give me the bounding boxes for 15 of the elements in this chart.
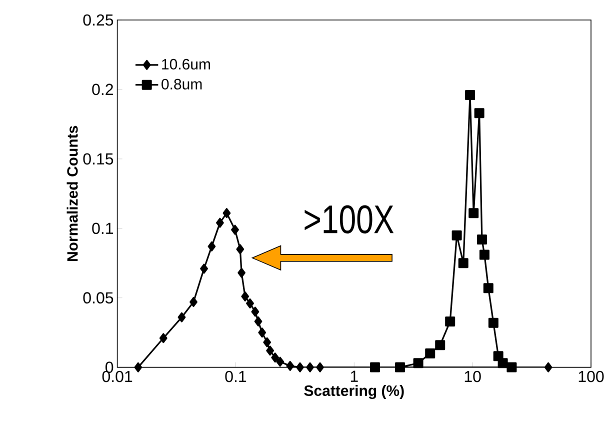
x-tick-label: 1 [350, 370, 358, 382]
x-tick-label: 100 [578, 370, 604, 382]
y-tick-label: 0.15 [83, 153, 114, 165]
legend-label: 10.6um [162, 58, 210, 70]
y-tick-label: 0.2 [92, 84, 113, 96]
x-tick-label: 0.01 [102, 370, 132, 382]
x-tick-label: 10 [464, 370, 481, 382]
x-tick-label: 0.1 [225, 370, 246, 382]
annotation: >100X [304, 205, 394, 234]
y-tick-label: 0.05 [83, 292, 114, 304]
y-axis-title: Normalized Counts [66, 126, 78, 261]
x-axis-title: Scattering (%) [304, 384, 404, 400]
legend-label: 0.8um [162, 78, 202, 90]
y-tick-label: 0.1 [92, 222, 114, 234]
y-tick-label: 0.25 [83, 14, 114, 26]
